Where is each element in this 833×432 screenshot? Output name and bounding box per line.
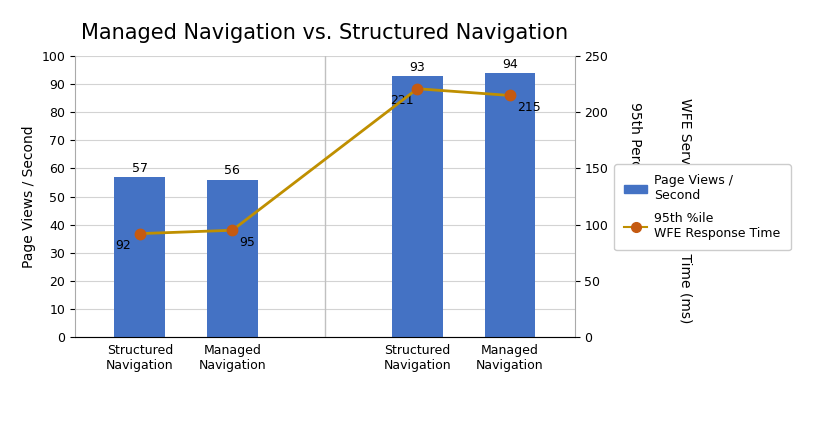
Text: 93: 93 bbox=[410, 60, 426, 73]
Bar bbox=[392, 76, 443, 337]
Bar bbox=[485, 73, 536, 337]
Text: WFE Server Response Time (ms): WFE Server Response Time (ms) bbox=[678, 98, 691, 323]
Text: 94: 94 bbox=[502, 58, 518, 71]
Text: 221: 221 bbox=[390, 94, 413, 107]
Bar bbox=[114, 177, 165, 337]
Text: 56: 56 bbox=[224, 165, 240, 178]
Text: 95th Percentile: 95th Percentile bbox=[628, 102, 641, 207]
Text: 92: 92 bbox=[115, 239, 131, 252]
Title: Managed Navigation vs. Structured Navigation: Managed Navigation vs. Structured Naviga… bbox=[82, 23, 568, 44]
Text: 57: 57 bbox=[132, 162, 147, 175]
Text: 215: 215 bbox=[517, 101, 541, 114]
Bar bbox=[207, 180, 257, 337]
Y-axis label: Page Views / Second: Page Views / Second bbox=[22, 125, 36, 268]
Legend: Page Views /
Second, 95th %ile
WFE Response Time: Page Views / Second, 95th %ile WFE Respo… bbox=[615, 164, 791, 251]
Text: 95: 95 bbox=[239, 235, 255, 248]
